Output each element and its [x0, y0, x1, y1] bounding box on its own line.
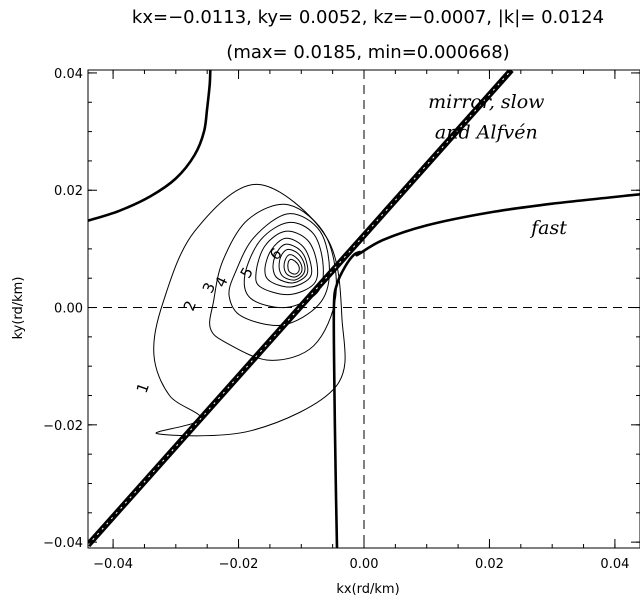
- contour-line-9: [283, 254, 303, 278]
- contour-line-8: [278, 248, 306, 281]
- curve-fast-right: [355, 193, 640, 257]
- chart-title: kx=−0.0113, ky= 0.0052, kz=−0.0007, |k|=…: [132, 7, 604, 28]
- y-tick-label: 0.04: [54, 67, 83, 82]
- y-axis-label: ky(rd/km): [11, 277, 26, 340]
- y-tick-label: 0.02: [54, 184, 83, 199]
- curve-slow-line-hatch: [88, 70, 512, 546]
- y-tick-label: −0.02: [43, 419, 83, 434]
- contour-label-1: 1: [133, 380, 153, 395]
- contour-line-7: [272, 243, 309, 284]
- y-tick-label: 0.00: [54, 302, 83, 317]
- x-tick-label: 0.04: [600, 557, 629, 572]
- x-tick-label: 0.02: [475, 557, 504, 572]
- contour-line-4: [243, 221, 324, 309]
- contour-line-6: [264, 237, 313, 288]
- annotation-2: and Alfvén: [435, 122, 538, 144]
- x-tick-label: −0.04: [93, 557, 133, 572]
- y-tick-label: −0.04: [43, 536, 83, 551]
- contour-label-2: 2: [180, 298, 200, 313]
- contour-line-5: [255, 230, 319, 296]
- contour-line-3: [228, 213, 331, 326]
- x-axis-label: kx(rd/km): [336, 582, 399, 597]
- chart-subtitle: (max= 0.0185, min=0.000668): [226, 42, 509, 63]
- annotation-1: mirror, slow: [428, 91, 544, 113]
- x-tick-label: −0.02: [219, 557, 259, 572]
- curve-fast-upper-left: [88, 70, 212, 222]
- annotation-3: fast: [529, 217, 567, 239]
- contour-line-2: [209, 203, 337, 361]
- curve-fast-lower: [332, 250, 362, 548]
- contour-line-10: [287, 258, 300, 275]
- x-tick-label: 0.00: [350, 557, 379, 572]
- contour-line-1: [153, 183, 346, 437]
